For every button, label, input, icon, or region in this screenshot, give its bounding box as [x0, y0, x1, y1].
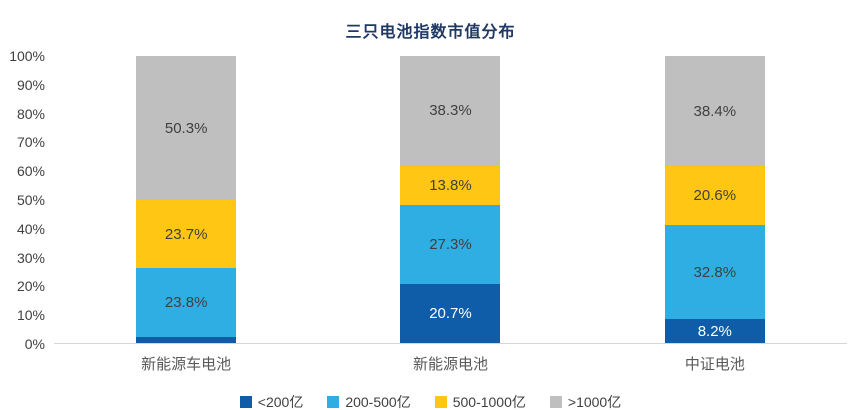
bar-segment: 2.2%: [136, 320, 237, 343]
bar-segment: 20.6%: [664, 166, 765, 226]
legend-label: 500-1000亿: [452, 394, 526, 410]
stacked-bar: 20.7% 27.3% 13.8% 38.3%: [400, 55, 501, 343]
legend-label: 200-500亿: [345, 394, 411, 410]
bar-segment: 32.8%: [664, 225, 765, 320]
bar-segment: 38.4%: [664, 56, 765, 167]
bar-slot: 20.7% 27.3% 13.8% 38.3%: [318, 55, 582, 343]
legend-swatch: [549, 396, 562, 408]
segment-value-label: 20.7%: [429, 304, 472, 322]
segment-value-label: 20.6%: [693, 187, 737, 205]
bar-slot: 8.2% 32.8% 20.6% 38.4%: [583, 56, 847, 343]
legend-item: 200-500亿: [327, 392, 411, 410]
plot-column: 2.2% 23.8% 23.7% 50.3% 20.7% 27.3% 13.8% 38.3% 8…: [54, 55, 847, 374]
segment-value-label: 23.7%: [164, 225, 208, 243]
bar-segment: 38.3%: [400, 55, 501, 166]
bar-segment: 27.3%: [400, 205, 501, 284]
y-axis-label: 40%: [16, 220, 45, 237]
x-axis-label: 新能源车电池: [141, 356, 232, 373]
segment-value-label: 13.8%: [429, 177, 472, 195]
x-axis-label: 新能源电池: [412, 356, 488, 373]
bar-segment: 20.7%: [400, 283, 501, 343]
y-axis-label: 80%: [16, 105, 45, 122]
y-axis-label: 90%: [16, 76, 45, 93]
bar-slot: 2.2% 23.8% 23.7% 50.3%: [54, 56, 318, 343]
legend-label: <200亿: [257, 394, 304, 410]
segment-value-label: 38.3%: [429, 102, 472, 120]
bar-segment: 23.7%: [136, 200, 237, 269]
y-axis: 0% 10% 20% 30% 40% 50% 60% 70% 80% 90% 100%: [0, 48, 54, 352]
stacked-bar: 8.2% 32.8% 20.6% 38.4%: [664, 56, 765, 343]
plot-area: 2.2% 23.8% 23.7% 50.3% 20.7% 27.3% 13.8% 38.3% 8…: [54, 55, 847, 344]
chart-body: 0% 10% 20% 30% 40% 50% 60% 70% 80% 90% 100% 2.2% 23…: [0, 48, 861, 374]
legend: <200亿 200-500亿 500-1000亿 >1000亿: [0, 392, 861, 410]
y-axis-label: 0%: [24, 336, 45, 352]
segment-value-label: 23.8%: [164, 294, 208, 312]
bar-segment: 13.8%: [400, 165, 501, 206]
segment-value-label: 38.4%: [693, 102, 737, 120]
segment-value-label: 8.2%: [697, 322, 732, 340]
bar-segment: 23.8%: [136, 268, 237, 337]
y-axis-label: 50%: [16, 192, 45, 208]
segment-value-label: 32.8%: [693, 263, 737, 281]
x-axis-label: 中证电池: [684, 356, 745, 373]
segment-value-label: 27.3%: [429, 236, 472, 253]
y-axis-label: 100%: [9, 48, 45, 64]
legend-swatch: [327, 396, 340, 408]
chart-title: 三只电池指数市值分布: [345, 24, 516, 41]
bar-segment: 8.2%: [664, 319, 765, 343]
legend-item: <200亿: [239, 392, 304, 410]
segment-value-label: 50.3%: [164, 119, 208, 137]
y-axis-label: 70%: [16, 134, 45, 151]
legend-swatch: [239, 396, 252, 408]
legend-label: >1000亿: [567, 394, 622, 410]
y-axis-label: 20%: [16, 278, 45, 295]
stacked-bar: 2.2% 23.8% 23.7% 50.3%: [136, 56, 237, 343]
x-axis: 新能源车电池 新能源电池 中证电池: [54, 353, 847, 374]
y-axis-label: 10%: [16, 307, 45, 324]
legend-item: 500-1000亿: [434, 392, 526, 410]
legend-item: >1000亿: [549, 392, 622, 410]
legend-swatch: [434, 396, 447, 408]
y-axis-label: 60%: [16, 163, 45, 180]
bar-segment: 50.3%: [136, 56, 237, 201]
y-axis-label: 30%: [16, 249, 45, 266]
